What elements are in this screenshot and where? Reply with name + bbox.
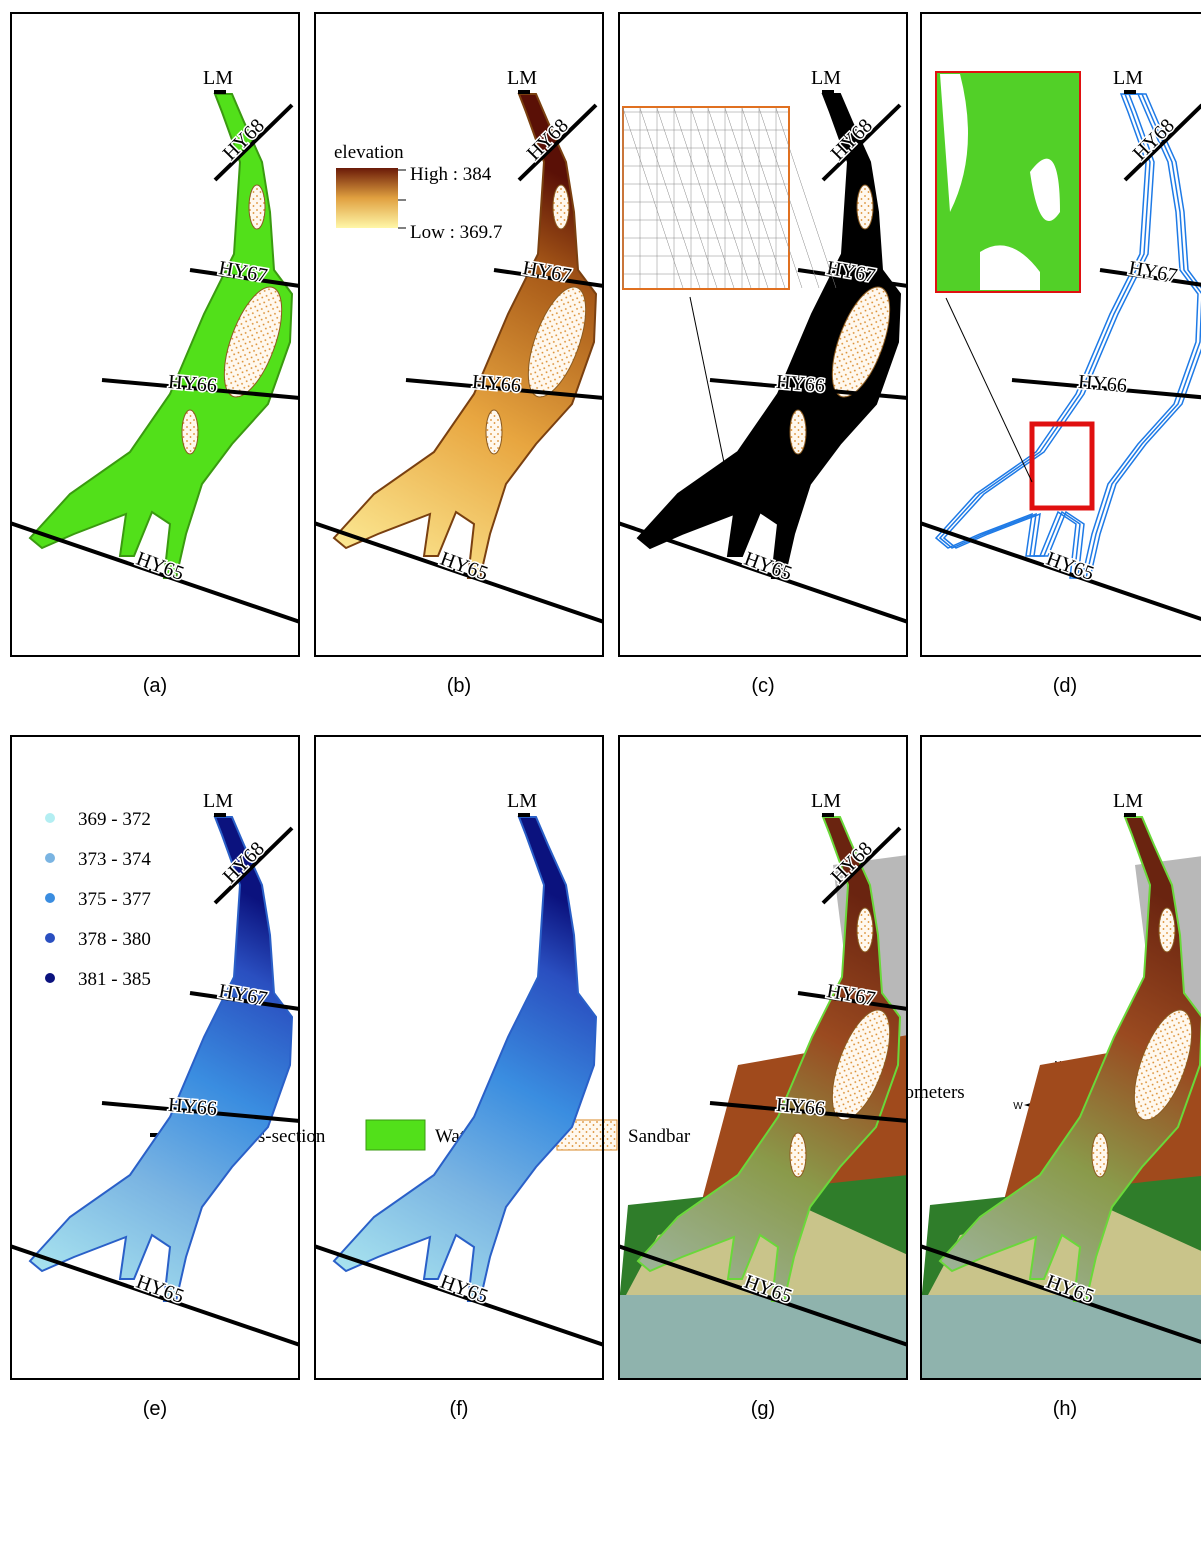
legend: Cross-section Water body Sandbar 0 5 Kil… bbox=[150, 1060, 1102, 1153]
sandbar bbox=[1159, 908, 1175, 952]
lm-marker bbox=[1124, 90, 1136, 94]
section-label: HY66 bbox=[167, 1094, 218, 1120]
section-label: LM bbox=[507, 790, 537, 812]
legend-dot bbox=[45, 893, 55, 903]
sandbar bbox=[790, 1133, 806, 1177]
panel-caption: (e) bbox=[143, 1398, 167, 1420]
terrain bbox=[920, 1295, 1201, 1380]
lm-marker bbox=[822, 813, 834, 817]
section-label: LM bbox=[1113, 790, 1143, 812]
panel-caption: (a) bbox=[143, 675, 167, 697]
section-label: LM bbox=[203, 790, 233, 812]
lm-marker bbox=[214, 813, 226, 817]
section-label: HY66 bbox=[167, 371, 218, 397]
panel-caption: (h) bbox=[1053, 1398, 1077, 1420]
inset-frame bbox=[623, 107, 789, 289]
flow-inset bbox=[936, 72, 1080, 292]
section-label: LM bbox=[1113, 67, 1143, 89]
legend-label: 375 - 377 bbox=[78, 889, 151, 910]
map-panel: LMHY68HY67HY66HY65 bbox=[618, 13, 908, 656]
lm-marker bbox=[214, 90, 226, 94]
legend-dot bbox=[45, 973, 55, 983]
elevation-ramp bbox=[336, 168, 398, 228]
legend-dot bbox=[45, 933, 55, 943]
section-label: HY66 bbox=[471, 371, 522, 397]
lm-marker bbox=[1124, 813, 1136, 817]
legend-label: 381 - 385 bbox=[78, 969, 151, 990]
legend-dot bbox=[45, 813, 55, 823]
legend-dot bbox=[45, 853, 55, 863]
panel-caption: (d) bbox=[1053, 675, 1077, 697]
legend-label: 373 - 374 bbox=[78, 849, 151, 870]
lm-marker bbox=[822, 90, 834, 94]
legend-label: 378 - 380 bbox=[78, 929, 151, 950]
sandbar bbox=[857, 908, 873, 952]
section-label: LM bbox=[811, 67, 841, 89]
section-label: HY66 bbox=[775, 1094, 826, 1120]
map-panel: LMHY68HY67HY66HY65 bbox=[314, 13, 604, 656]
mesh-inset bbox=[623, 107, 836, 289]
section-label: HY67 bbox=[1127, 257, 1179, 287]
terrain bbox=[618, 1295, 908, 1380]
river bbox=[30, 817, 292, 1301]
pointer-arrow bbox=[946, 298, 1032, 482]
lm-marker bbox=[518, 813, 530, 817]
section-label: LM bbox=[811, 790, 841, 812]
sandbar bbox=[790, 410, 806, 454]
legend-high: High : 384 bbox=[410, 164, 492, 185]
sandbar bbox=[249, 185, 265, 229]
sandbar bbox=[486, 410, 502, 454]
legend-label: 369 - 372 bbox=[78, 809, 151, 830]
compass-w: W bbox=[1013, 1101, 1023, 1112]
legend-low: Low : 369.7 bbox=[410, 222, 502, 243]
pointer-arrow bbox=[690, 297, 728, 482]
sandbar bbox=[1092, 1133, 1108, 1177]
section-label: HY65 bbox=[1043, 548, 1096, 585]
lm-marker bbox=[518, 90, 530, 94]
panel-caption: (g) bbox=[751, 1398, 775, 1420]
panel-caption: (c) bbox=[751, 675, 774, 697]
section-label: LM bbox=[203, 67, 233, 89]
legend-title: elevation bbox=[334, 142, 404, 163]
sandbar bbox=[857, 185, 873, 229]
section-label: LM bbox=[507, 67, 537, 89]
zoom-box bbox=[1032, 424, 1092, 508]
panel-caption: (b) bbox=[447, 675, 471, 697]
section-label: HY66 bbox=[775, 371, 826, 397]
sandbar bbox=[182, 410, 198, 454]
water-swatch bbox=[366, 1120, 425, 1150]
figure: Cross-section Water body Sandbar 0 5 Kil… bbox=[0, 0, 1201, 1541]
panel-caption: (f) bbox=[450, 1398, 469, 1420]
sandbar bbox=[553, 185, 569, 229]
legend-label: Sandbar bbox=[628, 1126, 691, 1147]
river bbox=[334, 817, 596, 1301]
section-label: HY66 bbox=[1077, 371, 1128, 397]
